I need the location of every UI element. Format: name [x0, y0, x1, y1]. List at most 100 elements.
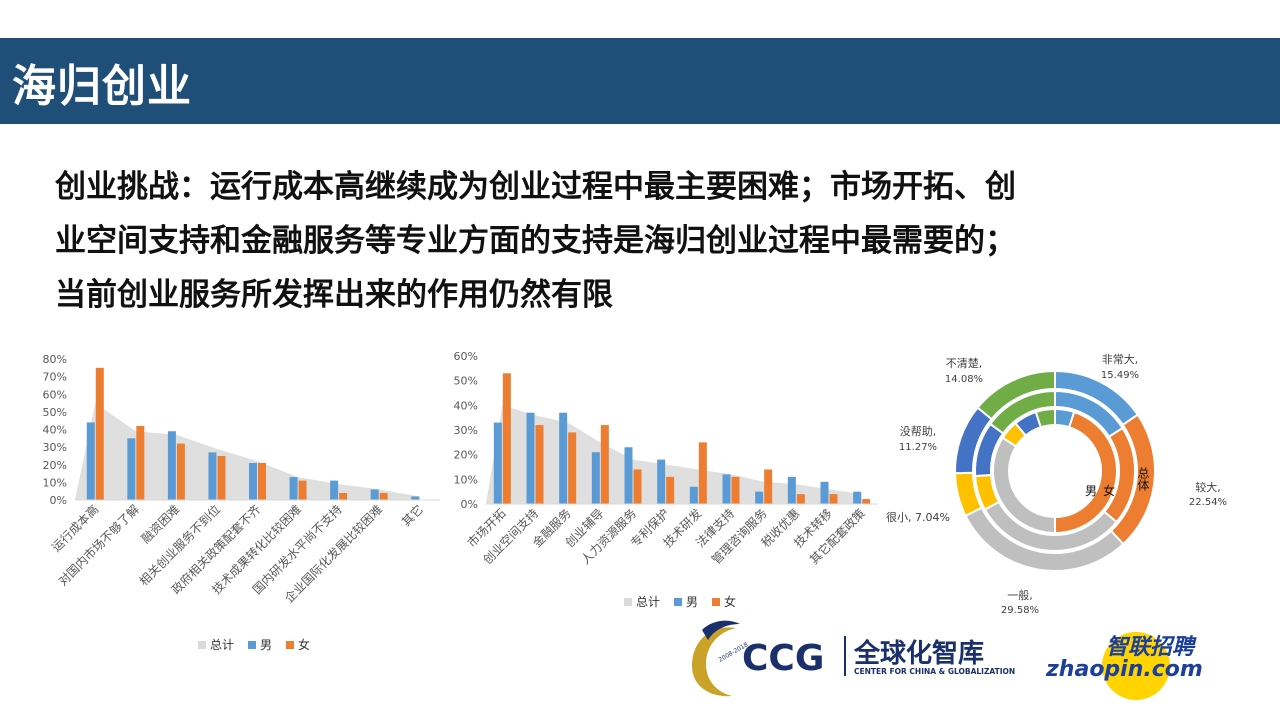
legend-label-male: 男: [686, 595, 699, 609]
bar-male-8: [755, 491, 764, 504]
chart2-legend: 总计 男 女: [624, 593, 736, 610]
y-tick-label: 20%: [43, 459, 67, 472]
bar-male-7: [370, 489, 379, 500]
bar-male-4: [624, 447, 633, 504]
zhaopin-chinese: 智联招聘: [1106, 634, 1197, 660]
donut-label-value: 22.54%: [1189, 497, 1227, 508]
legend-item-male: 男: [248, 636, 272, 653]
ring-label-male: 男: [1085, 484, 1097, 498]
headline-line-2: 业空间支持和金融服务等专业方面的支持是海归创业过程中最需要的；: [55, 223, 1016, 259]
legend-swatch-total: [198, 640, 206, 649]
y-tick-label: 50%: [454, 375, 478, 388]
y-tick-label: 10%: [43, 476, 67, 489]
bar-male-1: [127, 438, 136, 500]
y-tick-label: 70%: [43, 371, 67, 384]
y-tick-label: 0%: [50, 494, 67, 507]
donut-label-name: 非常大,: [1102, 352, 1139, 366]
donut-label-value: 15.49%: [1101, 370, 1139, 381]
ccg-emblem-icon: [692, 627, 736, 697]
needed-support-bar-chart: 0%10%20%30%40%50%60%市场开拓创业空间支持金融服务创业辅导人力…: [454, 350, 878, 567]
bar-female-1: [136, 425, 145, 500]
bar-female-6: [339, 492, 348, 500]
bar-male-8: [411, 496, 420, 500]
ring-label-total: 总体: [1136, 467, 1150, 492]
donut-label-name: 较大,: [1195, 480, 1221, 494]
bar-male-6: [689, 486, 698, 504]
bar-male-11: [853, 491, 862, 504]
bar-male-2: [167, 431, 176, 500]
bar-male-7: [722, 474, 731, 504]
legend-item-total: 总计: [198, 636, 234, 653]
bar-female-8: [764, 469, 773, 504]
legend-swatch-female: [286, 640, 295, 649]
headline-line-1: 创业挑战：运行成本高继续成为创业过程中最主要困难；市场开拓、创: [55, 169, 1016, 205]
headline: 创业挑战：运行成本高继续成为创业过程中最主要困难；市场开拓、创 业空间支持和金融…: [55, 160, 1225, 322]
donut-label-separator: ,: [908, 511, 915, 524]
donut-slice-总体-5: [976, 369, 1056, 421]
y-tick-label: 80%: [43, 353, 67, 366]
bar-female-2: [176, 443, 185, 500]
donut-label: 很小, 7.04%: [886, 510, 950, 524]
y-tick-label: 60%: [454, 350, 478, 363]
bar-male-0: [86, 422, 95, 500]
donut-label-name: 很小: [886, 510, 908, 524]
legend-item-female: 女: [712, 593, 736, 610]
legend-swatch-female: [712, 597, 721, 606]
ccg-english: CENTER FOR CHINA & GLOBALIZATION: [854, 667, 1015, 676]
zhaopin-text: zhaopin.com: [1045, 657, 1203, 682]
bar-male-4: [249, 462, 257, 500]
legend-label-female: 女: [724, 595, 737, 609]
challenges-bar-chart: 0%10%20%30%40%50%60%70%80%运行成本高对国内市场不够了解…: [43, 353, 440, 605]
legend-item-male: 男: [674, 593, 698, 610]
bar-female-3: [600, 425, 609, 504]
category-label: 其它: [398, 502, 426, 530]
legend-item-female: 女: [286, 636, 310, 653]
donut-slice-男-5: [988, 389, 1056, 435]
donut-label-value: 29.58%: [1001, 605, 1039, 616]
donut-label-value: 11.27%: [899, 442, 937, 453]
chart1-legend: 总计 男 女: [198, 636, 310, 653]
bar-female-10: [829, 494, 838, 504]
legend-label-female: 女: [298, 638, 311, 652]
y-tick-label: 30%: [454, 424, 478, 437]
bar-male-9: [787, 476, 796, 504]
legend-label-total: 总计: [210, 638, 235, 652]
bar-female-0: [95, 367, 104, 500]
logo-area: 2008-2018 CCG 全球化智库 CENTER FOR CHINA & G…: [692, 620, 1203, 700]
ccg-logo: 2008-2018 CCG 全球化智库 CENTER FOR CHINA & G…: [692, 620, 1015, 697]
legend-swatch-total: [624, 597, 632, 606]
service-effect-donut-chart: 女男 总体 非常大, 15.49% 较大, 22.54% 一般, 29.58% 很小, 7.04…: [886, 352, 1227, 616]
y-tick-label: 0%: [461, 498, 478, 511]
ccg-text: CCG: [742, 638, 824, 679]
donut-label-name: 没帮助,: [900, 424, 937, 438]
bar-female-11: [862, 499, 871, 504]
zhaopin-circle-icon: [1102, 632, 1170, 700]
bar-female-0: [502, 373, 511, 504]
legend-label-total: 总计: [636, 595, 661, 609]
ccg-emblem-swoosh-icon: [702, 620, 740, 640]
bar-female-5: [298, 480, 307, 500]
bar-male-6: [330, 480, 339, 500]
donut-label-name: 不清楚,: [946, 356, 983, 370]
header-bar: [0, 38, 1280, 124]
legend-swatch-male: [248, 640, 257, 649]
legend-item-total: 总计: [624, 593, 660, 610]
y-tick-label: 50%: [43, 406, 67, 419]
ring-label-female: 女: [1103, 483, 1115, 498]
bar-male-2: [559, 412, 568, 504]
bar-male-0: [493, 422, 502, 504]
bar-male-10: [820, 481, 829, 504]
top-strip: [0, 0, 1280, 38]
zhaopin-logo: 智联招聘 zhaopin.com: [1045, 632, 1203, 700]
donut-label-value: 14.08%: [945, 374, 983, 385]
bar-male-5: [657, 459, 666, 504]
donut-label-name: 一般,: [1007, 589, 1033, 602]
y-tick-label: 20%: [454, 449, 478, 462]
page-title: 海归创业: [12, 61, 192, 112]
headline-line-3: 当前创业服务所发挥出来的作用仍然有限: [55, 277, 613, 313]
y-tick-label: 10%: [454, 473, 478, 486]
bar-female-4: [633, 469, 642, 504]
bar-female-1: [535, 425, 544, 504]
ccg-divider: [844, 636, 846, 676]
donut-label-value: 7.04%: [915, 511, 950, 524]
